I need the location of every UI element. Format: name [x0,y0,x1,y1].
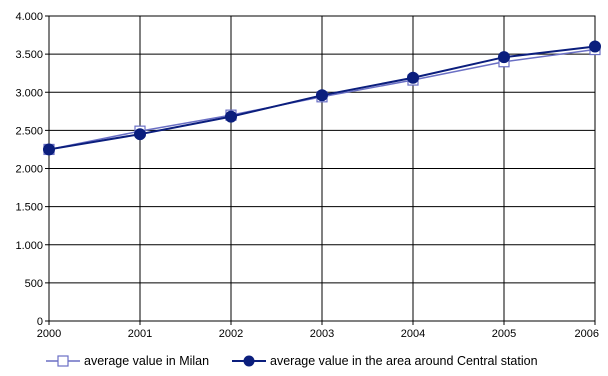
y-tick-label: 2.000 [15,164,43,176]
axes [45,15,596,325]
x-tick-label: 2000 [37,328,61,340]
y-tick-label: 1.500 [15,202,43,214]
data-point-circle [134,128,146,141]
data-point-circle [498,51,510,64]
x-tick-label: 2003 [310,328,334,340]
x-tick-label: 2006 [575,328,599,340]
legend-label-central-station: average value in the area around Central… [270,354,538,368]
data-point-circle [225,110,237,123]
data-point-circle [407,71,419,84]
x-tick-label: 2002 [219,328,243,340]
x-tick-label: 2004 [401,328,425,340]
data-point-circle [589,40,601,53]
y-tick-label: 2.500 [15,125,43,137]
x-tick-label: 2001 [128,328,152,340]
y-tick-label: 4.000 [15,11,43,23]
legend: average value in Milan average value in t… [46,354,538,368]
legend-marker-circle [243,355,255,367]
x-axis-tick-labels: 2000 2001 2002 2003 2004 2005 2006 [37,328,599,340]
y-tick-label: 0 [37,316,43,328]
data-point-circle [43,143,55,156]
legend-label-milan: average value in Milan [84,354,209,368]
y-tick-label: 3.000 [15,87,43,99]
x-tick-label: 2005 [492,328,516,340]
y-tick-label: 500 [25,278,43,290]
y-tick-label: 1.000 [15,240,43,252]
y-tick-label: 3.500 [15,49,43,61]
y-axis-tick-labels: 0 500 1.000 1.500 2.000 2.500 3.000 3.500 4.000 [15,11,43,328]
data-point-circle [316,89,328,102]
legend-marker-square [57,355,69,367]
plot-border [48,15,596,322]
series-lines [43,40,601,156]
